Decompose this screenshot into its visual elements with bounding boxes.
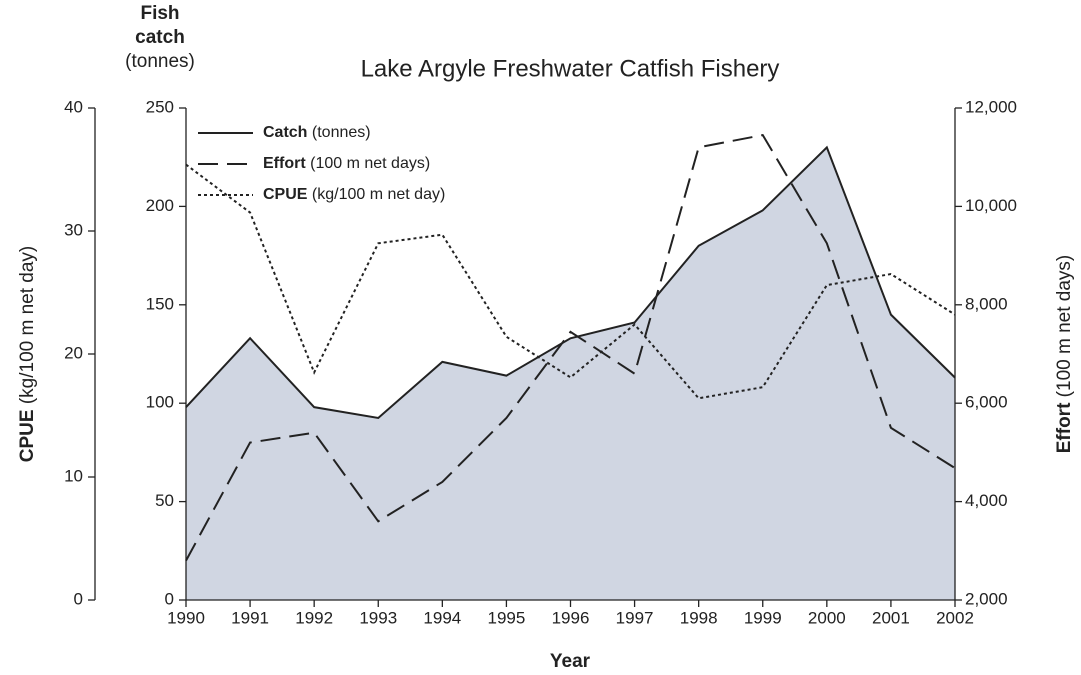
legend-name: Catch: [263, 124, 307, 141]
y-axis-label: Fish: [140, 3, 179, 24]
legend-label: Catch (tonnes): [263, 124, 371, 141]
y3-label-bold: CPUE: [17, 409, 38, 462]
y2-tick-label: 4,000: [965, 491, 1008, 510]
y-tick-label: 0: [165, 589, 174, 608]
y2-tick-label: 8,000: [965, 294, 1008, 313]
x-tick-label: 2001: [872, 608, 910, 627]
x-tick-label: 1999: [744, 608, 782, 627]
x-tick-label: 1995: [488, 608, 526, 627]
x-tick-label: 1998: [680, 608, 718, 627]
x-tick-label: 2002: [936, 608, 974, 627]
y3-tick-label: 10: [64, 466, 83, 485]
series-line: [185, 133, 956, 562]
series-line: [185, 145, 956, 420]
y3-tick-label: 0: [74, 589, 83, 608]
y-axis-label: catch: [135, 27, 185, 48]
y-tick-label: 150: [146, 294, 174, 313]
y-tick-label: 50: [155, 491, 174, 510]
y2-label-bold: Effort: [1054, 402, 1075, 453]
y2-label-rest: (100 m net days): [1054, 255, 1075, 398]
x-tick-label: 1997: [616, 608, 654, 627]
y3-tick-label: 20: [64, 343, 83, 362]
legend-name: CPUE: [263, 186, 308, 203]
y-axis-label: (tonnes): [125, 51, 195, 72]
y2-axis-label: Effort (100 m net days): [1054, 255, 1075, 454]
legend-name: Effort: [263, 155, 306, 172]
y2-tick-label: 10,000: [965, 196, 1017, 215]
legend-unit: (tonnes): [312, 124, 371, 141]
x-axis-label: Year: [550, 651, 591, 672]
y3-tick-label: 40: [64, 97, 83, 116]
series-line: [185, 163, 956, 400]
y2-tick-label: 12,000: [965, 97, 1017, 116]
x-tick-label: 1991: [231, 608, 269, 627]
y-tick-label: 250: [146, 97, 174, 116]
legend-label: Effort (100 m net days): [263, 155, 430, 172]
x-tick-label: 1992: [295, 608, 333, 627]
y2-tick-label: 2,000: [965, 589, 1008, 608]
x-tick-label: 1993: [359, 608, 397, 627]
catch-area: [186, 147, 955, 601]
x-tick-label: 1996: [552, 608, 590, 627]
legend-unit: (100 m net days): [310, 155, 430, 172]
chart-title: Lake Argyle Freshwater Catfish Fishery: [361, 55, 780, 82]
y-tick-label: 200: [146, 196, 174, 215]
x-tick-label: 1994: [423, 608, 461, 627]
y3-label-rest: (kg/100 m net day): [17, 246, 38, 404]
y3-axis-label: CPUE (kg/100 m net day): [17, 246, 38, 463]
x-tick-label: 2000: [808, 608, 846, 627]
y3-tick-label: 30: [64, 220, 83, 239]
x-tick-label: 1990: [167, 608, 205, 627]
legend-label: CPUE (kg/100 m net day): [263, 186, 445, 203]
y-tick-label: 100: [146, 393, 174, 412]
legend-unit: (kg/100 m net day): [312, 186, 445, 203]
y2-tick-label: 6,000: [965, 393, 1008, 412]
